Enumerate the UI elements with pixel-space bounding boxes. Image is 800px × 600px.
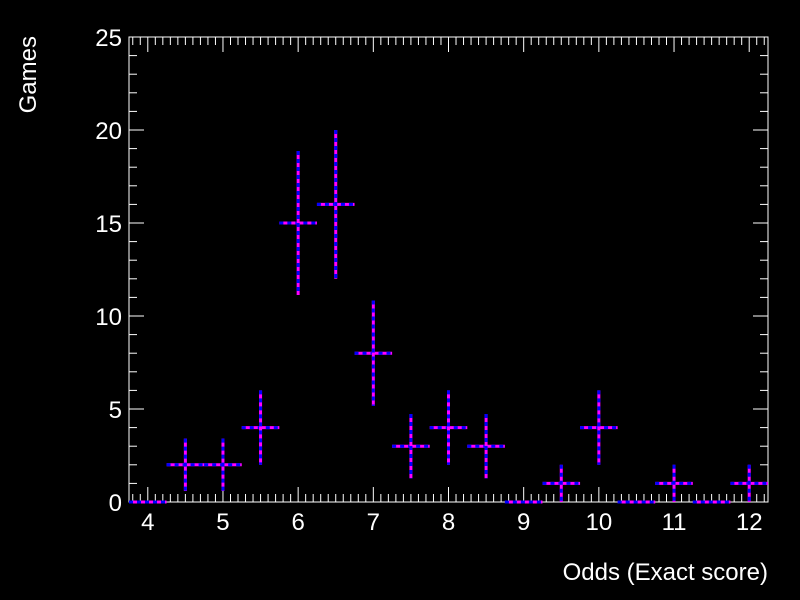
y-tick-label: 20 — [95, 118, 122, 145]
data-point — [204, 438, 242, 492]
data-point — [429, 390, 468, 465]
y-tick-label: 25 — [95, 25, 122, 52]
data-point — [542, 464, 581, 502]
data-point — [279, 151, 317, 295]
data-point — [166, 438, 205, 492]
data-marks-layer — [129, 130, 768, 504]
x-tick-label: 7 — [367, 509, 380, 536]
data-point — [655, 464, 693, 502]
data-point — [580, 390, 618, 465]
y-tick-label: 5 — [109, 397, 122, 424]
axis-labels-layer: 4 5 6 7 8 9 10 11 12 0 5 10 15 20 25 — [95, 25, 762, 536]
x-tick-label: 5 — [216, 509, 229, 536]
x-tick-label: 11 — [662, 509, 687, 536]
x-tick-label: 12 — [736, 509, 763, 536]
x-tick-label: 4 — [141, 509, 154, 536]
x-tick-label: 10 — [586, 509, 613, 536]
data-point — [730, 464, 768, 502]
data-point — [241, 390, 280, 465]
data-point — [354, 300, 393, 406]
x-tick-label: 6 — [291, 509, 304, 536]
x-tick-label: 8 — [442, 509, 455, 536]
y-tick-label: 0 — [109, 490, 122, 517]
data-point — [467, 414, 505, 479]
data-point — [316, 130, 355, 279]
data-point — [392, 414, 430, 479]
y-axis-label: Games — [15, 36, 42, 113]
x-tick-label: 9 — [517, 509, 530, 536]
y-tick-label: 15 — [95, 211, 122, 238]
y-tick-label: 10 — [95, 304, 122, 331]
x-axis-label: Odds (Exact score) — [563, 559, 768, 586]
